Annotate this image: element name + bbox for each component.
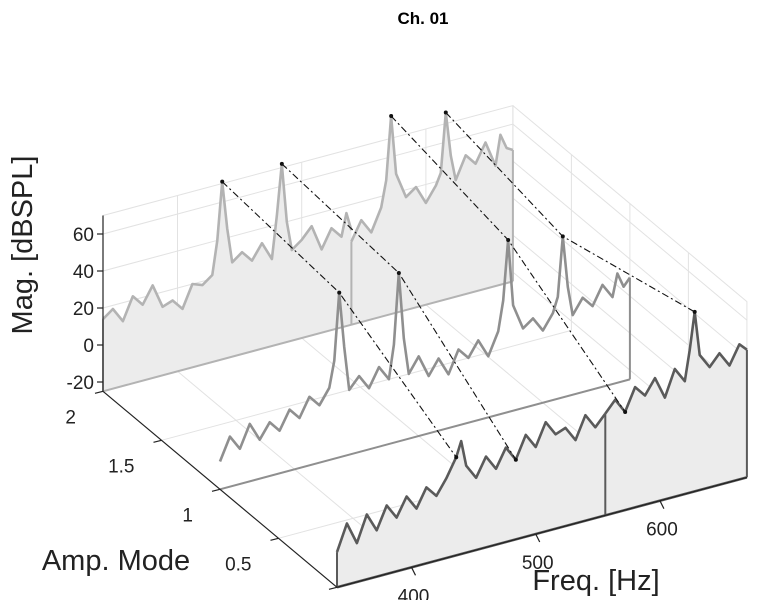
z-tick-label: 40 bbox=[73, 262, 94, 283]
x-tick-label: 600 bbox=[646, 520, 678, 541]
z-tick-label: 0 bbox=[83, 336, 94, 357]
series-fill-amp-2 bbox=[103, 163, 352, 392]
y-tick-label: 2 bbox=[65, 407, 76, 428]
y-tick-mark bbox=[94, 390, 104, 394]
series-line-amp-0 bbox=[604, 310, 748, 415]
peak-marker bbox=[337, 290, 342, 295]
y-tick-label: 1.5 bbox=[108, 456, 134, 477]
y-tick-label: 1 bbox=[182, 505, 193, 526]
chart-title: Ch. 01 bbox=[397, 9, 448, 28]
series-line-amp-2 bbox=[102, 162, 353, 323]
series-layer bbox=[102, 111, 748, 589]
series-fill-amp-0 bbox=[605, 311, 747, 516]
series-base-amp-1 bbox=[219, 378, 631, 491]
x-tick-label: 500 bbox=[522, 553, 554, 574]
peak-marker bbox=[220, 179, 225, 184]
peak-marker bbox=[443, 110, 448, 115]
y-tick-mark bbox=[153, 439, 162, 443]
z-tick-label: 20 bbox=[73, 299, 94, 320]
series-line-amp-1 bbox=[218, 235, 631, 462]
peak-marker bbox=[389, 114, 394, 119]
x-axis-label: Freq. [Hz] bbox=[532, 565, 659, 597]
peak-marker bbox=[692, 309, 697, 314]
y-tick-mark bbox=[270, 537, 279, 541]
series-fill-amp-0 bbox=[337, 413, 606, 588]
z-axis-label: Mag. [dBSPL] bbox=[7, 156, 39, 335]
peak-track-2 bbox=[281, 163, 517, 460]
x-tick-mark bbox=[535, 533, 541, 543]
series-line-amp-2 bbox=[350, 111, 514, 242]
axis-layer bbox=[94, 215, 748, 590]
peak-marker bbox=[454, 455, 459, 460]
x-tick-mark bbox=[410, 567, 417, 576]
x-tick-mark bbox=[659, 500, 665, 509]
y-tick-mark bbox=[211, 488, 221, 492]
peak-marker bbox=[560, 234, 565, 239]
y-tick-label: 0.5 bbox=[225, 554, 251, 575]
z-tick-label: -20 bbox=[67, 373, 94, 394]
peak-marker bbox=[623, 409, 628, 414]
series-base-amp-2 bbox=[102, 280, 514, 393]
series-line-amp-0 bbox=[335, 412, 607, 553]
y-axis-label: Amp. Mode bbox=[42, 545, 190, 577]
z-tick-label: 60 bbox=[73, 225, 94, 246]
peak-marker bbox=[279, 161, 284, 166]
x-axis-line bbox=[336, 476, 748, 588]
peak-track-layer bbox=[220, 110, 697, 462]
y-tick-mark bbox=[328, 586, 338, 590]
peak-marker bbox=[513, 457, 518, 462]
series-fill-amp-2 bbox=[351, 112, 513, 325]
x-tick-label: 400 bbox=[398, 586, 430, 600]
peak-marker bbox=[506, 237, 511, 242]
peak-marker bbox=[396, 270, 401, 275]
